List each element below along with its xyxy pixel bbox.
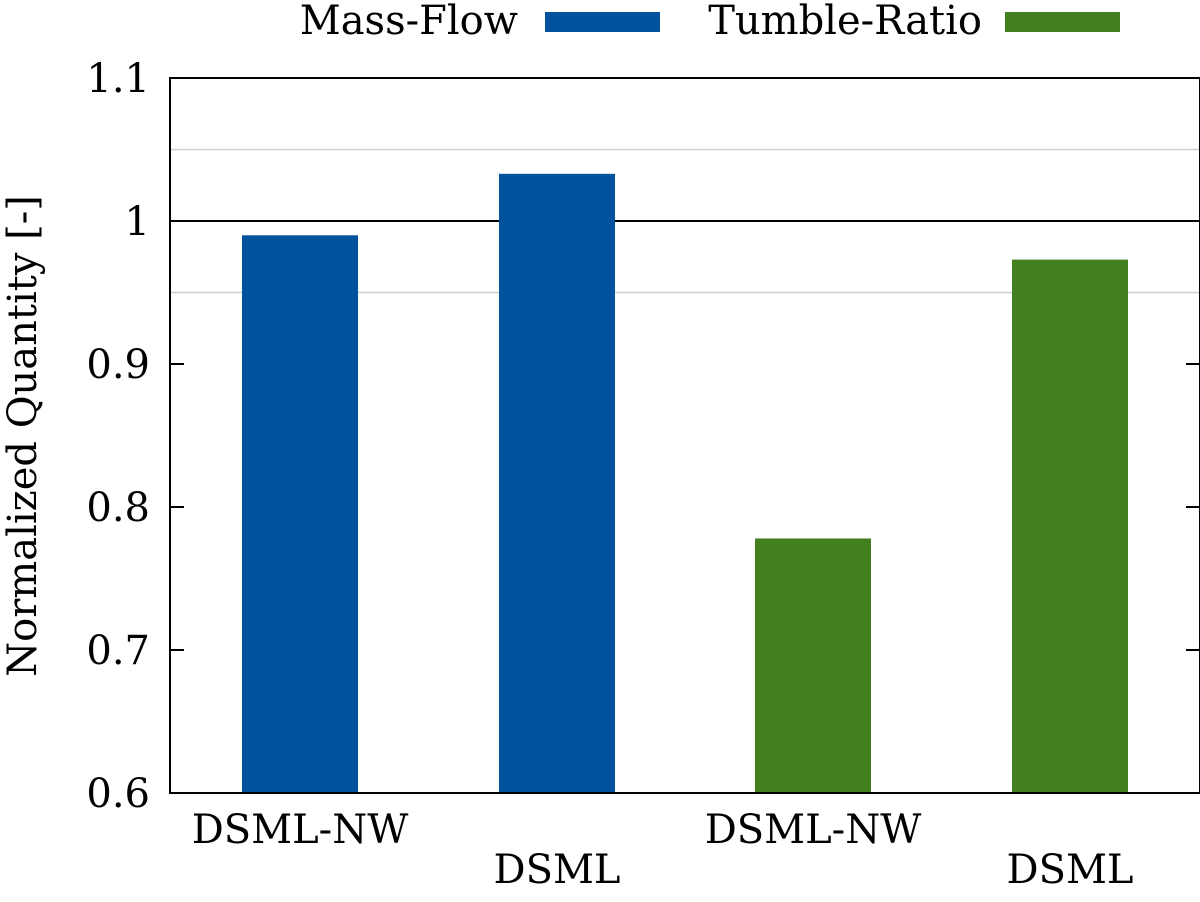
y-tick-label: 1 <box>125 199 150 245</box>
y-axis-title: Normalized Quantity [-] <box>0 195 46 677</box>
bar <box>1012 259 1128 793</box>
y-tick-label: 1.1 <box>86 56 150 102</box>
legend-label: Mass-Flow <box>300 0 518 44</box>
bars-layer <box>242 173 1128 794</box>
y-tick-label: 0.7 <box>86 628 150 674</box>
plot-frame <box>169 77 1200 794</box>
legend-swatch <box>545 12 660 32</box>
y-axis: 0.6 0.7 0.8 0.9 1 1.1 <box>86 56 1200 817</box>
legend: Mass-Flow Tumble-Ratio <box>300 0 1120 44</box>
bar <box>242 235 358 794</box>
y-tick-label: 0.8 <box>86 485 150 531</box>
x-tick-label: DSML <box>494 847 621 893</box>
y-tick-label: 0.6 <box>86 771 150 817</box>
y-tick-label: 0.9 <box>86 342 150 388</box>
bar <box>755 538 871 793</box>
x-tick-label: DSML-NW <box>192 807 409 853</box>
x-tick-label: DSML <box>1007 847 1134 893</box>
legend-label: Tumble-Ratio <box>708 0 982 44</box>
x-tick-label: DSML-NW <box>705 807 922 853</box>
bar <box>499 173 615 793</box>
legend-swatch <box>1005 12 1120 32</box>
x-axis: DSML-NW DSML DSML-NW DSML <box>192 807 1134 893</box>
